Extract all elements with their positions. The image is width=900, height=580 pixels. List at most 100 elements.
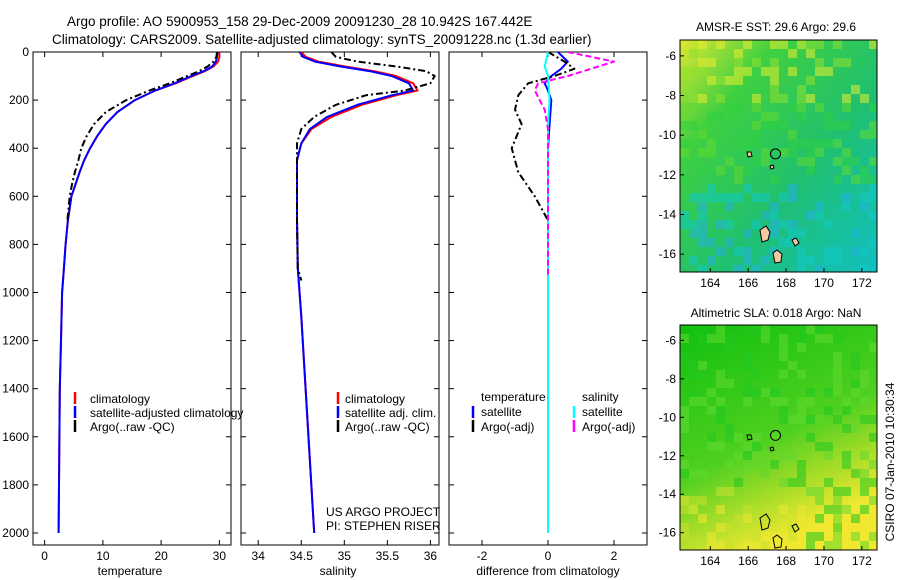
header-subtitle: Climatology: CARS2009. Satellite-adjuste… bbox=[52, 32, 592, 47]
map-pixel bbox=[779, 397, 788, 406]
map-pixel bbox=[815, 139, 824, 148]
map-pixel bbox=[680, 211, 689, 220]
amsre-map-title: AMSR-E SST: 29.6 Argo: 29.6 bbox=[696, 20, 856, 34]
map-pixel bbox=[797, 334, 806, 343]
map-pixel bbox=[797, 478, 806, 487]
map-pixel bbox=[797, 415, 806, 424]
map-pixel bbox=[761, 148, 770, 157]
map-pixel bbox=[833, 121, 842, 130]
map-x-tick-label: 164 bbox=[700, 554, 720, 568]
map-pixel bbox=[860, 94, 869, 103]
map-pixel bbox=[860, 379, 869, 388]
map-pixel bbox=[716, 505, 725, 514]
map-pixel bbox=[806, 166, 815, 175]
map-pixel bbox=[815, 265, 824, 272]
difference-xlabel: difference from climatology bbox=[476, 564, 619, 578]
map-pixel bbox=[743, 442, 752, 451]
map-pixel bbox=[680, 67, 689, 76]
map-pixel bbox=[770, 202, 779, 211]
map-pixel bbox=[815, 211, 824, 220]
island-shape bbox=[791, 523, 800, 533]
map-y-tick-label: -6 bbox=[665, 49, 676, 63]
map-pixel bbox=[806, 541, 815, 550]
map-pixel bbox=[797, 94, 806, 103]
map-pixel bbox=[770, 94, 779, 103]
map-pixel bbox=[743, 388, 752, 397]
map-pixel bbox=[689, 388, 698, 397]
map-pixel bbox=[851, 157, 860, 166]
map-pixel bbox=[869, 130, 877, 139]
map-pixel bbox=[752, 157, 761, 166]
map-pixel bbox=[779, 370, 788, 379]
map-pixel bbox=[716, 487, 725, 496]
map-pixel bbox=[779, 478, 788, 487]
map-pixel bbox=[824, 541, 833, 550]
map-pixel bbox=[734, 514, 743, 523]
series-line-salinity-argo-adj- bbox=[533, 52, 615, 276]
map-pixel bbox=[680, 352, 689, 361]
map-pixel bbox=[689, 505, 698, 514]
map-pixel bbox=[698, 514, 707, 523]
map-pixel bbox=[761, 532, 770, 541]
map-pixel bbox=[779, 40, 788, 49]
map-pixel bbox=[743, 514, 752, 523]
map-pixel bbox=[770, 514, 779, 523]
x-tick-label: 35.5 bbox=[376, 549, 400, 563]
legend-label-climatology: climatology bbox=[345, 392, 405, 406]
map-pixel bbox=[761, 388, 770, 397]
map-x-tick-label: 166 bbox=[738, 276, 758, 290]
map-pixel bbox=[716, 370, 725, 379]
map-y-tick-label: -6 bbox=[665, 333, 676, 347]
map-pixel bbox=[797, 157, 806, 166]
map-pixel bbox=[725, 460, 734, 469]
map-pixel bbox=[851, 361, 860, 370]
map-pixel bbox=[761, 67, 770, 76]
project-annotation: US ARGO PROJECT bbox=[326, 505, 441, 519]
map-pixel bbox=[752, 325, 761, 334]
map-pixel bbox=[743, 460, 752, 469]
map-pixel bbox=[761, 334, 770, 343]
map-pixel bbox=[851, 352, 860, 361]
legend-label-temp-argo: Argo(-adj) bbox=[481, 420, 534, 434]
salinity-axes: 34 34.5 35 35.5 36 bbox=[241, 51, 439, 563]
map-pixel bbox=[779, 334, 788, 343]
map-pixel bbox=[689, 496, 698, 505]
csiro-credit: CSIRO 07-Jan-2010 10:30:34 bbox=[883, 382, 897, 541]
map-pixel bbox=[761, 469, 770, 478]
x-tick-label: 0 bbox=[41, 549, 48, 563]
map-pixel bbox=[752, 58, 761, 67]
map-pixel bbox=[707, 76, 716, 85]
difference-lines bbox=[510, 52, 615, 533]
map-pixel bbox=[680, 175, 689, 184]
map-pixel bbox=[752, 94, 761, 103]
map-pixel bbox=[680, 406, 689, 415]
map-pixel bbox=[770, 388, 779, 397]
map-pixel bbox=[842, 406, 851, 415]
map-pixel bbox=[707, 532, 716, 541]
map-pixel bbox=[860, 541, 869, 550]
map-pixel bbox=[788, 478, 797, 487]
map-pixel bbox=[761, 211, 770, 220]
map-pixel bbox=[698, 238, 707, 247]
map-pixel bbox=[752, 121, 761, 130]
map-pixel bbox=[752, 103, 761, 112]
map-pixel bbox=[689, 256, 698, 265]
map-pixel bbox=[716, 166, 725, 175]
map-pixel bbox=[788, 139, 797, 148]
map-pixel bbox=[725, 379, 734, 388]
map-pixel bbox=[698, 58, 707, 67]
series-line-argo-raw-qc- bbox=[296, 52, 436, 281]
map-pixel bbox=[869, 433, 877, 442]
map-pixel bbox=[851, 229, 860, 238]
map-pixel bbox=[806, 49, 815, 58]
legend-label-argo: Argo(..raw -QC) bbox=[90, 420, 175, 434]
map-pixel bbox=[770, 211, 779, 220]
map-pixel bbox=[833, 58, 842, 67]
map-pixel bbox=[743, 325, 752, 334]
map-pixel bbox=[815, 442, 824, 451]
map-pixel bbox=[707, 148, 716, 157]
map-pixel bbox=[842, 157, 851, 166]
series-line-temperature-argo-adj- bbox=[510, 52, 576, 276]
map-pixel bbox=[734, 469, 743, 478]
map-pixel bbox=[734, 451, 743, 460]
